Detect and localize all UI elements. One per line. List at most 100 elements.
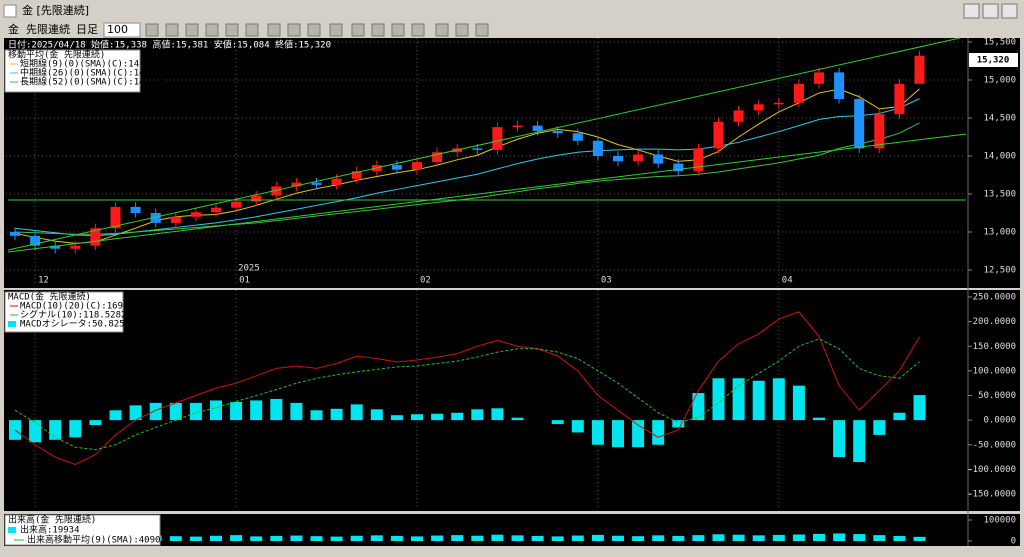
legend-entry: MACD(10)(20)(C):169.3535: [20, 302, 150, 312]
macd-legend-box: [4, 291, 124, 333]
x-tick-label: 02: [420, 276, 431, 286]
y-tick-label: 250.0000: [973, 293, 1016, 303]
candle-body: [592, 140, 603, 156]
y-tick-label: 100000: [983, 516, 1016, 526]
oscillator-bar: [632, 420, 645, 448]
oscillator-bar: [551, 420, 564, 425]
candle-body: [753, 104, 764, 111]
volume-bar: [792, 534, 805, 541]
volume-bar: [451, 535, 464, 541]
oscillator-bar: [210, 400, 222, 421]
window-buttons[interactable]: [963, 3, 1018, 19]
oscillator-bar: [853, 420, 866, 462]
y-tick-label: 150.0000: [973, 342, 1016, 352]
last-price: 15,320: [977, 56, 1010, 66]
volume-bar: [752, 535, 765, 541]
maximize-button[interactable]: [982, 3, 999, 19]
oscillator-bar: [712, 378, 725, 421]
oscillator-bar: [431, 413, 444, 421]
volume-bar: [813, 533, 825, 541]
candle-body: [834, 72, 845, 99]
oscillator-bar: [772, 378, 785, 421]
volume-bar: [772, 534, 785, 541]
volume-bar: [250, 536, 263, 541]
y-tick-label: 200.0000: [973, 317, 1016, 327]
volume-bar: [330, 536, 343, 541]
oscillator-bar: [370, 409, 383, 421]
candle-body: [773, 102, 784, 105]
volume-bar: [270, 535, 283, 541]
count-box[interactable]: [103, 22, 141, 38]
y-tick-label: 13,000: [983, 228, 1016, 238]
toolbar-contract[interactable]: 先限連続: [26, 22, 70, 36]
candle-body: [130, 206, 141, 213]
candle-body: [532, 125, 543, 131]
macd-line: [14, 338, 920, 451]
oscillator-bar: [471, 409, 484, 421]
y-tick-label: 0.0000: [983, 416, 1016, 426]
candle-body: [30, 235, 41, 246]
volume-bar: [591, 534, 604, 541]
volume-bar: [893, 535, 906, 541]
x-tick-label: 03: [601, 276, 612, 286]
y-tick-label: 50.0000: [978, 391, 1016, 401]
legend-title: MACD(金 先限連続): [8, 291, 91, 303]
oscillator-bar: [612, 420, 624, 448]
legend-swatch: [8, 527, 16, 533]
oscillator-bar: [411, 414, 423, 421]
minimize-button[interactable]: [963, 3, 980, 19]
toolbar-count[interactable]: 100: [107, 23, 128, 36]
oscillator-bar: [310, 410, 323, 421]
candle-body: [170, 216, 181, 223]
candle-body: [412, 162, 422, 170]
legend-title: 移動平均(金 先限連続): [8, 49, 105, 61]
oscillator-bar: [833, 420, 846, 458]
volume-bar: [370, 535, 383, 541]
oscillator-bar: [511, 417, 524, 421]
volume-bar: [833, 533, 846, 541]
candle-body: [311, 182, 322, 185]
volume-bar: [913, 536, 926, 541]
volume-bar: [551, 536, 564, 541]
candle-body: [512, 125, 523, 128]
volume-bar: [471, 535, 484, 541]
macd-panel: [4, 290, 1020, 511]
volume-bar: [612, 535, 624, 541]
oscillator-bar: [290, 402, 303, 421]
candle-body: [653, 154, 664, 164]
oscillator-bar: [69, 420, 82, 438]
macd-line: [14, 311, 920, 465]
candle-body: [874, 114, 885, 149]
y-tick-label: 14,500: [983, 114, 1016, 124]
ma-line: [14, 98, 920, 237]
oscillator-bar: [893, 412, 906, 421]
oscillator-bar: [189, 402, 202, 421]
window-title: 金 [先限連続]: [22, 3, 89, 17]
candle-body: [472, 148, 483, 150]
volume-bar: [672, 535, 685, 541]
oscillator-bar: [129, 405, 142, 421]
volume-bar: [210, 535, 222, 541]
toolbar-icons[interactable]: [145, 23, 489, 37]
oscillator-bar: [270, 398, 283, 421]
y-tick-label: 12,500: [983, 266, 1016, 276]
candle-body: [633, 154, 644, 162]
y-tick-label: 100.0000: [973, 366, 1016, 376]
last-price-box: [969, 53, 1018, 67]
trend-lines: [7, 37, 967, 253]
candle-body: [492, 127, 503, 150]
oscillator-bar: [491, 408, 504, 421]
oscillator-bar: [451, 412, 464, 421]
toolbar-symbol[interactable]: 金: [8, 22, 19, 36]
volume-bar: [511, 535, 524, 541]
toolbar-period[interactable]: 日足: [76, 23, 98, 36]
y-tick-label: -50.0000: [973, 440, 1016, 450]
close-button[interactable]: [1001, 3, 1018, 19]
volume-bar: [230, 535, 243, 541]
candle-body: [613, 156, 623, 162]
candle-body: [713, 121, 724, 149]
candle-body: [391, 165, 402, 170]
volume-bar: [853, 534, 866, 541]
volume-bar: [350, 535, 363, 541]
